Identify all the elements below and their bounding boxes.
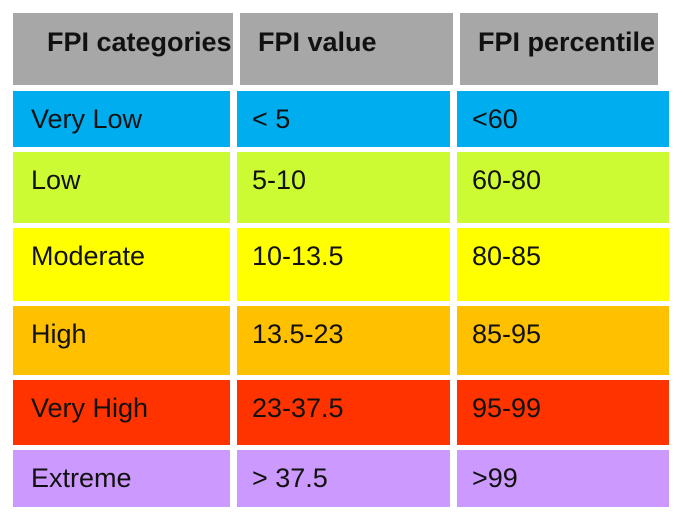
- table-row-moderate: Moderate 10-13.5 80-85: [13, 228, 669, 301]
- percentile-cell: 95-99: [457, 380, 669, 445]
- percentile-cell: 80-85: [457, 228, 669, 301]
- table-row-very-high: Very High 23-37.5 95-99: [13, 380, 669, 445]
- table-header-row: FPI categories FPI value FPI percentile: [13, 13, 669, 85]
- value-cell: < 5: [237, 91, 450, 147]
- category-cell: Very Low: [13, 91, 230, 147]
- value-cell: 13.5-23: [237, 306, 450, 375]
- category-cell: Extreme: [13, 450, 230, 507]
- percentile-cell: 85-95: [457, 306, 669, 375]
- percentile-cell: <60: [457, 91, 669, 147]
- category-cell: Low: [13, 152, 230, 223]
- header-cell-value: FPI value: [240, 13, 453, 85]
- category-cell: Very High: [13, 380, 230, 445]
- value-cell: 10-13.5: [237, 228, 450, 301]
- table-row-extreme: Extreme > 37.5 >99: [13, 450, 669, 507]
- header-cell-percentile: FPI percentile: [460, 13, 658, 85]
- percentile-cell: >99: [457, 450, 669, 507]
- table-row-very-low: Very Low < 5 <60: [13, 91, 669, 147]
- table-row-low: Low 5-10 60-80: [13, 152, 669, 223]
- value-cell: > 37.5: [237, 450, 450, 507]
- header-cell-categories: FPI categories: [13, 13, 233, 85]
- category-cell: High: [13, 306, 230, 375]
- value-cell: 5-10: [237, 152, 450, 223]
- fpi-table: FPI categories FPI value FPI percentile …: [13, 13, 669, 512]
- category-cell: Moderate: [13, 228, 230, 301]
- table-row-high: High 13.5-23 85-95: [13, 306, 669, 375]
- percentile-cell: 60-80: [457, 152, 669, 223]
- value-cell: 23-37.5: [237, 380, 450, 445]
